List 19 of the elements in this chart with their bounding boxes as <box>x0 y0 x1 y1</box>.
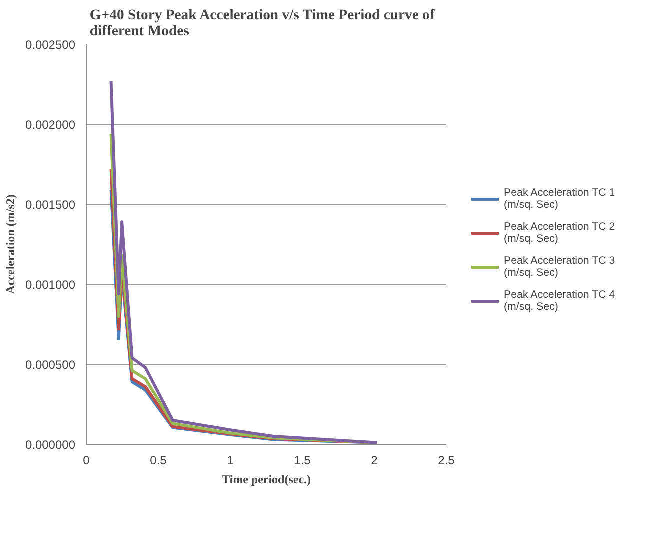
legend-label: Peak Acceleration TC 2 (m/sq. Sec) <box>504 220 616 244</box>
y-tick-label: 0.001500 <box>25 198 76 212</box>
x-tick-label: 2.5 <box>438 454 456 468</box>
x-tick-label: 2 <box>371 454 378 468</box>
x-axis-title: Time period(sec.) <box>222 472 312 486</box>
x-tick-label: 0.5 <box>150 454 168 468</box>
legend-label: Peak Acceleration TC 3 (m/sq. Sec) <box>504 254 616 278</box>
y-axis-title: Acceleration (m/s2) <box>3 194 18 294</box>
legend-label: Peak Acceleration TC 4 (m/sq. Sec) <box>504 288 616 312</box>
y-tick-label: 0.000000 <box>25 438 76 452</box>
y-tick-label: 0.000500 <box>25 358 76 372</box>
x-tick-label: 1.5 <box>294 454 312 468</box>
y-tick-label: 0.002000 <box>25 118 76 132</box>
x-tick-label: 0 <box>83 454 90 468</box>
x-tick-label: 1 <box>227 454 234 468</box>
chart-title: G+40 Story Peak Acceleration v/s Time Period curve of different Modes <box>90 8 436 40</box>
legend-label: Peak Acceleration TC 1 (m/sq. Sec) <box>504 186 616 210</box>
y-tick-label: 0.001000 <box>25 278 76 292</box>
y-tick-label: 0.002500 <box>25 38 76 52</box>
